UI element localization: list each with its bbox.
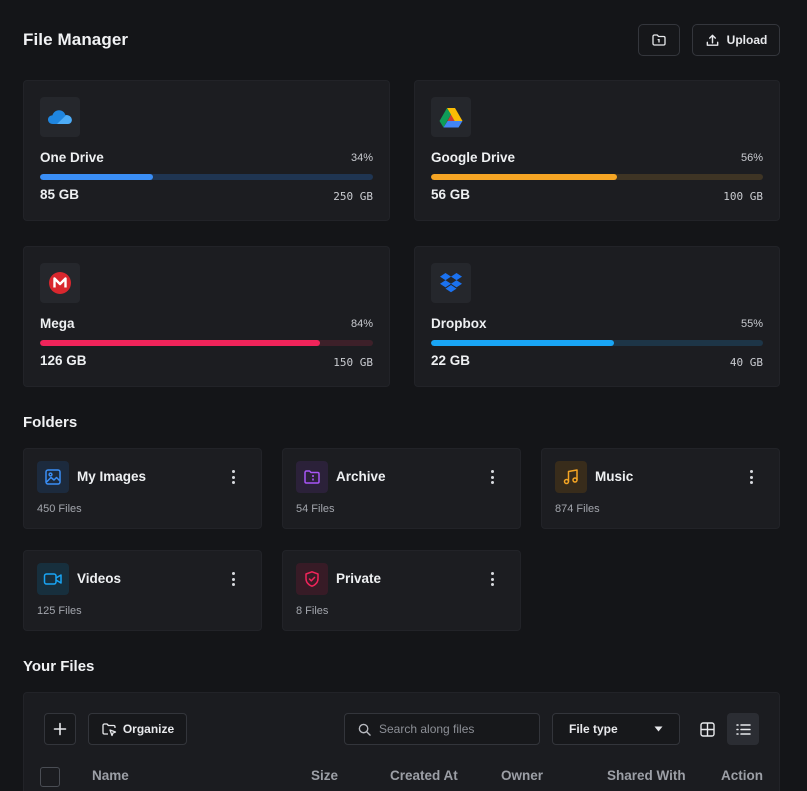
page-title: File Manager (23, 30, 129, 49)
folder-card-music[interactable]: Music 874 Files (541, 448, 780, 529)
drive-used: 56 GB (431, 187, 471, 202)
plus-icon (53, 722, 67, 736)
drive-name: Dropbox (431, 316, 487, 331)
search-input[interactable] (379, 722, 529, 736)
drive-card-mega[interactable]: Mega 84% 126 GB 150 GB (23, 246, 390, 387)
drive-used: 126 GB (40, 353, 87, 368)
your-files-title: Your Files (23, 658, 95, 675)
column-header-owner[interactable]: Owner (501, 768, 544, 783)
add-file-button[interactable] (44, 713, 76, 745)
drive-usage-fill (40, 340, 320, 346)
grid-view-button[interactable] (691, 713, 723, 745)
folder-card-private[interactable]: Private 8 Files (282, 550, 521, 631)
folder-icon (652, 34, 666, 46)
archive-folder-icon (296, 461, 328, 493)
folder-card-videos[interactable]: Videos 125 Files (23, 550, 262, 631)
drive-name: One Drive (40, 150, 104, 165)
select-all-checkbox[interactable] (40, 767, 60, 787)
folder-file-count: 450 Files (37, 503, 82, 515)
drive-card-dropbox[interactable]: Dropbox 55% 22 GB 40 GB (414, 246, 780, 387)
folder-name: Videos (77, 571, 122, 586)
music-icon (555, 461, 587, 493)
google-drive-icon (431, 97, 471, 137)
list-icon (735, 723, 751, 735)
organize-button[interactable]: Organize (88, 713, 187, 745)
grid-icon (699, 721, 715, 737)
folder-card-my-images[interactable]: My Images 450 Files (23, 448, 262, 529)
folder-file-count: 54 Files (296, 503, 335, 515)
upload-label: Upload (726, 33, 768, 47)
upload-icon (706, 34, 719, 46)
new-folder-button[interactable] (638, 24, 680, 56)
folder-name: Private (336, 571, 382, 586)
organize-folder-icon (102, 723, 116, 737)
folder-file-count: 874 Files (555, 503, 600, 515)
column-header-action[interactable]: Action (721, 768, 763, 783)
dropbox-icon (431, 263, 471, 303)
drive-usage-fill (431, 340, 614, 346)
search-field[interactable] (344, 713, 540, 745)
drive-usage-bar (431, 174, 763, 180)
drive-name: Mega (40, 316, 75, 331)
folders-title: Folders (23, 414, 78, 431)
drive-card-onedrive[interactable]: One Drive 34% 85 GB 250 GB (23, 80, 390, 221)
drive-percent: 34% (350, 152, 373, 164)
upload-button[interactable]: Upload (692, 24, 780, 56)
image-icon (37, 461, 69, 493)
folder-name: My Images (77, 469, 147, 484)
drive-percent: 55% (740, 318, 763, 330)
drive-percent: 84% (350, 318, 373, 330)
drive-total: 150 GB (333, 356, 373, 369)
drive-total: 100 GB (723, 190, 763, 203)
drive-percent: 56% (740, 152, 763, 164)
drive-card-google-drive[interactable]: Google Drive 56% 56 GB 100 GB (414, 80, 780, 221)
drive-used: 22 GB (431, 353, 471, 368)
column-header-shared-with[interactable]: Shared With (607, 768, 686, 783)
column-header-name[interactable]: Name (92, 768, 129, 783)
drive-name: Google Drive (431, 150, 516, 165)
drive-total: 40 GB (729, 356, 763, 369)
video-icon (37, 563, 69, 595)
more-options-icon[interactable] (484, 571, 500, 587)
drive-usage-fill (431, 174, 617, 180)
more-options-icon[interactable] (484, 469, 500, 485)
organize-label: Organize (122, 722, 175, 736)
drive-used: 85 GB (40, 187, 80, 202)
column-header-created-at[interactable]: Created At (390, 768, 458, 783)
list-view-button[interactable] (727, 713, 759, 745)
more-options-icon[interactable] (225, 469, 241, 485)
drive-usage-bar (40, 174, 373, 180)
folder-name: Music (595, 469, 634, 484)
more-options-icon[interactable] (743, 469, 759, 485)
shield-icon (296, 563, 328, 595)
file-type-select[interactable]: File type (552, 713, 680, 745)
drive-total: 250 GB (333, 190, 373, 203)
search-icon (358, 723, 371, 736)
mega-icon (40, 263, 80, 303)
more-options-icon[interactable] (225, 571, 241, 587)
caret-down-icon (654, 726, 663, 732)
drive-usage-fill (40, 174, 154, 180)
folder-file-count: 8 Files (296, 605, 329, 617)
files-panel: Organize File type Name Size Created At … (23, 692, 780, 791)
column-header-size[interactable]: Size (311, 768, 339, 783)
file-type-label: File type (569, 722, 618, 736)
folder-card-archive[interactable]: Archive 54 Files (282, 448, 521, 529)
folder-name: Archive (336, 469, 386, 484)
folder-file-count: 125 Files (37, 605, 82, 617)
drive-usage-bar (431, 340, 763, 346)
drive-usage-bar (40, 340, 373, 346)
onedrive-icon (40, 97, 80, 137)
